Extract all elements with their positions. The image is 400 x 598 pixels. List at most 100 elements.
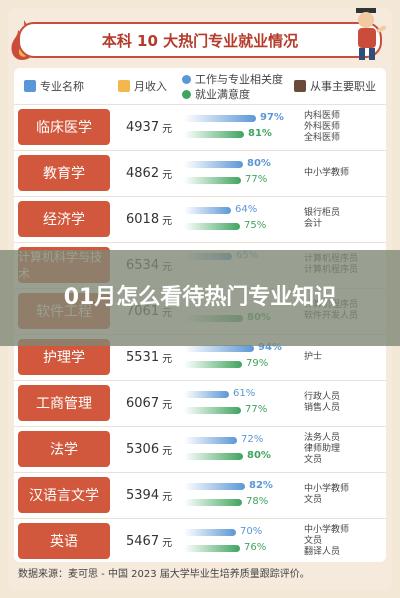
rate-bars: 97% 81% <box>184 111 304 145</box>
table-row: 临床医学 4937 元 97% 81% 内科医师 外科医师 全科医师 <box>14 104 386 149</box>
income-value: 6018 <box>126 211 160 227</box>
related-bar <box>184 161 243 168</box>
rate-bars: 82% 78% <box>184 479 304 513</box>
related-value: 97% <box>260 112 284 123</box>
monthly-income: 6067 元 <box>126 381 172 425</box>
legend-satisfaction: 就业满意度 <box>182 86 250 102</box>
income-value: 5531 <box>126 349 160 365</box>
income-value: 4937 <box>126 119 160 135</box>
related-value: 70% <box>240 526 263 537</box>
main-jobs: 中小学教师 文员 <box>304 473 384 517</box>
related-bar <box>184 437 237 444</box>
graduation-cap-icon <box>24 80 36 92</box>
job-item: 律师助理 <box>304 443 341 454</box>
table-row: 工商管理 6067 元 61% 77% 行政人员 销售人员 <box>14 380 386 425</box>
job-item: 会计 <box>304 219 323 229</box>
main-jobs: 内科医师 外科医师 全科医师 <box>304 105 384 149</box>
monthly-income: 6018 元 <box>126 197 172 241</box>
satisfaction-value: 79% <box>246 358 269 369</box>
main-jobs: 行政人员 销售人员 <box>304 381 384 425</box>
major-name: 英语 <box>18 523 110 559</box>
related-value: 64% <box>235 204 258 215</box>
income-column-header: 月收入 <box>118 78 167 94</box>
satisfaction-bar <box>184 361 242 368</box>
related-bar <box>184 483 245 490</box>
monthly-income: 5531 元 <box>126 335 172 379</box>
satisfaction-value: 78% <box>246 496 269 507</box>
graduate-figure-icon <box>356 8 386 60</box>
related-value: 94% <box>258 342 282 353</box>
major-name: 临床医学 <box>18 109 110 145</box>
major-name: 工商管理 <box>18 385 110 421</box>
major-column-header: 专业名称 <box>24 78 84 94</box>
job-item: 行政人员 <box>304 392 341 402</box>
overlay-title: 01月怎么看待热门专业知识 <box>63 285 337 310</box>
related-bar <box>184 207 231 214</box>
income-value: 5467 <box>126 533 160 549</box>
rate-bars: 94% 79% <box>184 341 304 375</box>
money-icon <box>118 80 130 92</box>
income-unit: 元 <box>162 215 173 227</box>
table-row: 教育学 4862 元 80% 77% 中小学教师 <box>14 150 386 195</box>
jobs-column-header: 从事主要职业 <box>294 78 376 94</box>
income-value: 5394 <box>126 487 160 503</box>
job-item: 外科医师 <box>304 121 341 132</box>
job-item: 法务人员 <box>304 432 341 443</box>
rate-bars: 70% 76% <box>184 525 304 559</box>
table-row: 汉语言文学 5394 元 82% 78% 中小学教师 文员 <box>14 472 386 517</box>
related-legend-dot <box>182 74 191 84</box>
job-item: 翻译人员 <box>304 546 341 557</box>
main-jobs: 银行柜员 会计 <box>304 197 384 241</box>
satisfaction-bar <box>184 545 240 552</box>
table-row: 英语 5467 元 70% 76% 中小学教师 文员 翻译人员 <box>14 518 386 563</box>
legend-related: 工作与专业相关度 <box>182 71 283 87</box>
income-unit: 元 <box>162 353 173 365</box>
related-value: 82% <box>249 480 273 491</box>
rate-bars: 61% 77% <box>184 387 304 421</box>
job-item: 文员 <box>304 495 323 505</box>
related-value: 80% <box>247 158 271 169</box>
job-item: 中小学教师 <box>304 167 350 178</box>
satisfaction-bar <box>184 499 242 506</box>
job-item: 银行柜员 <box>304 208 341 218</box>
related-bar <box>184 345 254 352</box>
satisfaction-value: 81% <box>248 128 272 139</box>
job-item: 护士 <box>304 351 323 362</box>
income-unit: 元 <box>162 169 173 181</box>
monthly-income: 5394 元 <box>126 473 172 517</box>
income-unit: 元 <box>162 445 173 457</box>
monthly-income: 5306 元 <box>126 427 172 471</box>
job-item: 销售人员 <box>304 403 341 413</box>
job-item: 内科医师 <box>304 110 341 121</box>
related-bar <box>184 115 256 122</box>
page-title: 本科 10 大热门专业就业情况 <box>18 22 382 58</box>
monthly-income: 4937 元 <box>126 105 172 149</box>
briefcase-icon <box>294 80 306 92</box>
main-jobs: 护士 <box>304 335 384 379</box>
job-item: 全科医师 <box>304 132 341 143</box>
income-value: 6067 <box>126 395 160 411</box>
job-item: 文员 <box>304 454 323 465</box>
income-unit: 元 <box>162 399 173 411</box>
satisfaction-value: 77% <box>245 174 268 185</box>
rate-bars: 72% 80% <box>184 433 304 467</box>
major-name: 法学 <box>18 431 110 467</box>
table-row: 经济学 6018 元 64% 75% 银行柜员 会计 <box>14 196 386 241</box>
main-jobs: 中小学教师 文员 翻译人员 <box>304 519 384 563</box>
satisfaction-bar <box>184 407 241 414</box>
satisfaction-value: 75% <box>244 220 267 231</box>
job-item: 文员 <box>304 535 323 546</box>
satisfaction-bar <box>184 131 244 138</box>
income-unit: 元 <box>162 491 173 503</box>
related-bar <box>184 529 236 536</box>
satisfaction-bar <box>184 223 240 230</box>
overlay-banner: 01月怎么看待热门专业知识 <box>0 250 400 346</box>
table-row: 法学 5306 元 72% 80% 法务人员 律师助理 文员 <box>14 426 386 471</box>
related-value: 72% <box>241 434 264 445</box>
rate-bars: 80% 77% <box>184 157 304 191</box>
job-item: 中小学教师 <box>304 484 350 494</box>
main-jobs: 法务人员 律师助理 文员 <box>304 427 384 471</box>
monthly-income: 5467 元 <box>126 519 172 563</box>
income-value: 4862 <box>126 165 160 181</box>
income-unit: 元 <box>162 123 173 135</box>
